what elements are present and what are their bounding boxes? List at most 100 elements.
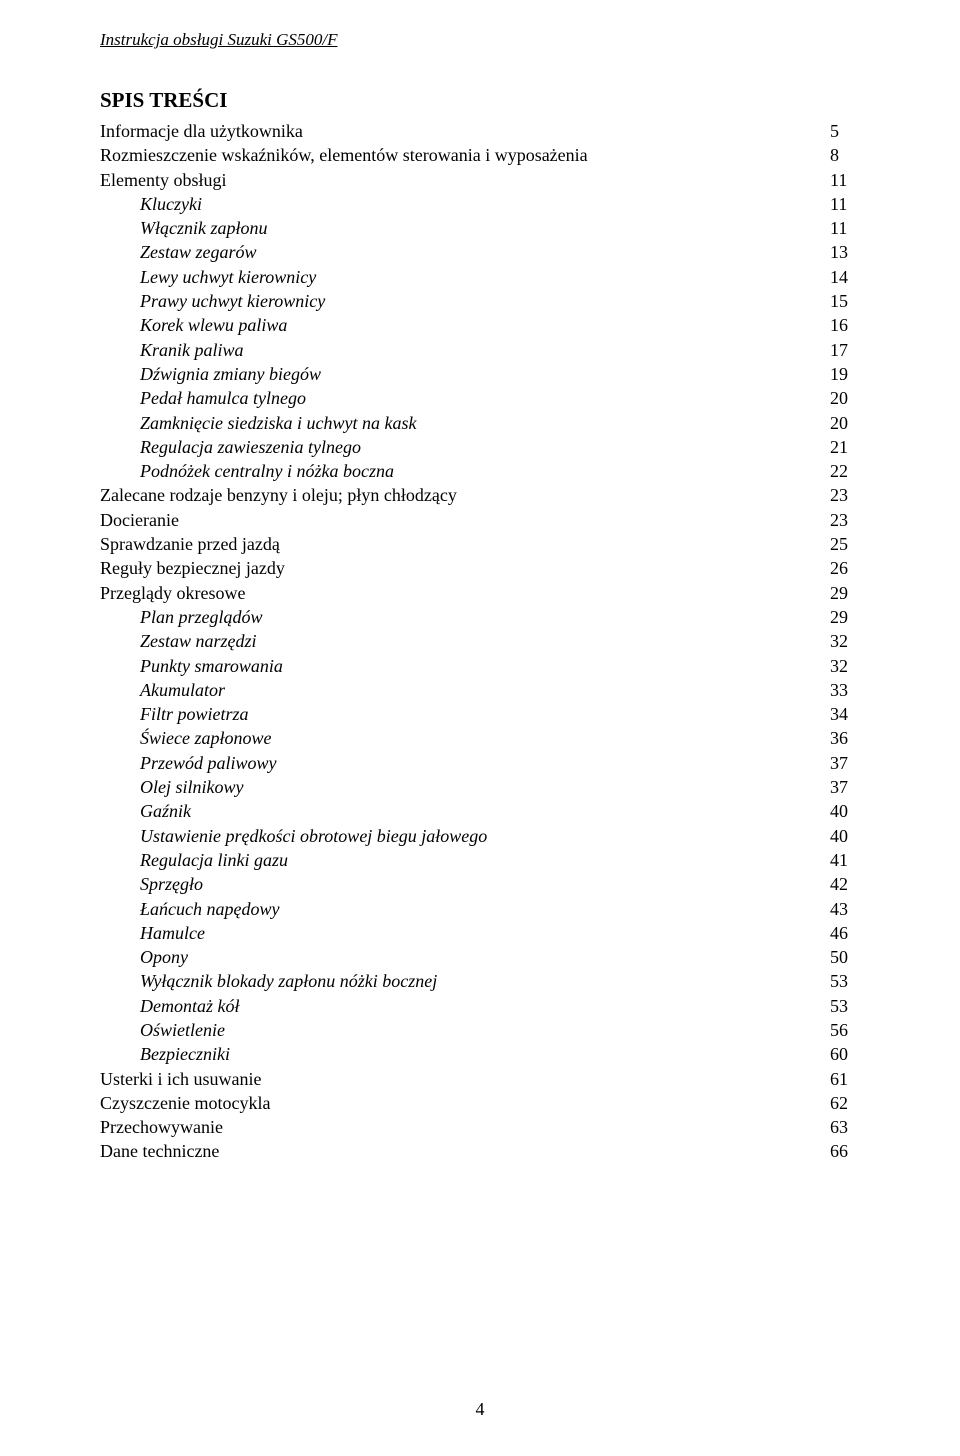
toc-row: Przewód paliwowy 37 <box>100 751 860 775</box>
toc-entry-page: 5 <box>810 119 860 143</box>
toc-entry-page: 21 <box>810 435 860 459</box>
toc-entry-label: Zamknięcie siedziska i uchwyt na kask <box>100 411 416 435</box>
toc-row: Świece zapłonowe 36 <box>100 726 860 750</box>
toc-row: Sprzęgło 42 <box>100 872 860 896</box>
toc-row: Elementy obsługi 11 <box>100 168 860 192</box>
toc-row: Usterki i ich usuwanie61 <box>100 1067 860 1091</box>
toc-entry-label: Wyłącznik blokady zapłonu nóżki bocznej <box>100 969 437 993</box>
toc-row: Dźwignia zmiany biegów19 <box>100 362 860 386</box>
toc-row: Włącznik zapłonu 11 <box>100 216 860 240</box>
toc-entry-page: 23 <box>810 483 860 507</box>
toc-entry-label: Korek wlewu paliwa <box>100 313 287 337</box>
toc-entry-page: 11 <box>810 192 860 216</box>
toc-row: Demontaż kół53 <box>100 994 860 1018</box>
toc-entry-label: Łańcuch napędowy <box>100 897 279 921</box>
toc-row: Docieranie 23 <box>100 508 860 532</box>
toc-entry-page: 53 <box>810 969 860 993</box>
toc-entry-label: Sprzęgło <box>100 872 203 896</box>
toc-entry-label: Punkty smarowania <box>100 654 283 678</box>
toc-entry-page: 42 <box>810 872 860 896</box>
toc-entry-label: Dane techniczne <box>100 1139 219 1163</box>
toc-entry-page: 13 <box>810 240 860 264</box>
toc-entry-label: Przewód paliwowy <box>100 751 277 775</box>
toc-entry-page: 56 <box>810 1018 860 1042</box>
toc-entry-page: 11 <box>810 216 860 240</box>
toc-entry-page: 66 <box>810 1139 860 1163</box>
toc-entry-page: 29 <box>810 581 860 605</box>
toc-entry-label: Gaźnik <box>100 799 191 823</box>
toc-entry-page: 16 <box>810 313 860 337</box>
toc-entry-label: Przeglądy okresowe <box>100 581 245 605</box>
toc-row: Plan przeglądów 29 <box>100 605 860 629</box>
toc-entry-label: Rozmieszczenie wskaźników, elementów ste… <box>100 143 588 167</box>
toc-entry-label: Włącznik zapłonu <box>100 216 268 240</box>
toc-entry-page: 62 <box>810 1091 860 1115</box>
toc-row: Akumulator33 <box>100 678 860 702</box>
toc-entry-label: Filtr powietrza <box>100 702 249 726</box>
toc-entry-page: 36 <box>810 726 860 750</box>
toc-entry-page: 11 <box>810 168 860 192</box>
toc-entry-page: 50 <box>810 945 860 969</box>
toc-entry-label: Pedał hamulca tylnego <box>100 386 306 410</box>
toc-list: Informacje dla użytkownika5Rozmieszczeni… <box>100 119 860 1164</box>
toc-entry-label: Kluczyki <box>100 192 202 216</box>
toc-entry-label: Zestaw narzędzi <box>100 629 257 653</box>
toc-entry-page: 20 <box>810 411 860 435</box>
toc-entry-label: Lewy uchwyt kierownicy <box>100 265 316 289</box>
toc-entry-page: 17 <box>810 338 860 362</box>
page: Instrukcja obsługi Suzuki GS500/F SPIS T… <box>0 0 960 1456</box>
toc-entry-label: Docieranie <box>100 508 179 532</box>
toc-entry-page: 29 <box>810 605 860 629</box>
toc-entry-page: 40 <box>810 824 860 848</box>
toc-entry-label: Kranik paliwa <box>100 338 244 362</box>
toc-entry-label: Regulacja linki gazu <box>100 848 288 872</box>
toc-entry-label: Plan przeglądów <box>100 605 263 629</box>
toc-entry-label: Regulacja zawieszenia tylnego <box>100 435 361 459</box>
toc-entry-page: 32 <box>810 629 860 653</box>
toc-entry-label: Zestaw zegarów <box>100 240 257 264</box>
toc-row: Łańcuch napędowy 43 <box>100 897 860 921</box>
toc-entry-page: 61 <box>810 1067 860 1091</box>
toc-entry-page: 43 <box>810 897 860 921</box>
toc-entry-label: Hamulce <box>100 921 205 945</box>
toc-row: Hamulce 46 <box>100 921 860 945</box>
toc-entry-page: 23 <box>810 508 860 532</box>
toc-row: Informacje dla użytkownika5 <box>100 119 860 143</box>
toc-entry-page: 32 <box>810 654 860 678</box>
toc-entry-page: 34 <box>810 702 860 726</box>
toc-row: Zestaw narzędzi 32 <box>100 629 860 653</box>
toc-row: Reguły bezpiecznej jazdy26 <box>100 556 860 580</box>
toc-entry-label: Demontaż kół <box>100 994 239 1018</box>
toc-entry-page: 15 <box>810 289 860 313</box>
toc-title: SPIS TREŚCI <box>100 88 860 113</box>
toc-row: Dane techniczne 66 <box>100 1139 860 1163</box>
toc-entry-page: 26 <box>810 556 860 580</box>
toc-row: Lewy uchwyt kierownicy14 <box>100 265 860 289</box>
toc-row: Przeglądy okresowe 29 <box>100 581 860 605</box>
toc-entry-page: 33 <box>810 678 860 702</box>
toc-row: Sprawdzanie przed jazdą 25 <box>100 532 860 556</box>
toc-entry-page: 46 <box>810 921 860 945</box>
toc-row: Wyłącznik blokady zapłonu nóżki bocznej 5… <box>100 969 860 993</box>
toc-entry-page: 19 <box>810 362 860 386</box>
toc-row: Kluczyki 11 <box>100 192 860 216</box>
toc-row: Prawy uchwyt kierownicy15 <box>100 289 860 313</box>
document-header: Instrukcja obsługi Suzuki GS500/F <box>100 30 860 52</box>
toc-entry-label: Świece zapłonowe <box>100 726 271 750</box>
toc-entry-label: Elementy obsługi <box>100 168 226 192</box>
toc-entry-page: 25 <box>810 532 860 556</box>
toc-entry-page: 41 <box>810 848 860 872</box>
toc-entry-label: Olej silnikowy <box>100 775 243 799</box>
toc-row: Czyszczenie motocykla62 <box>100 1091 860 1115</box>
toc-entry-page: 60 <box>810 1042 860 1066</box>
toc-row: Rozmieszczenie wskaźników, elementów ste… <box>100 143 860 167</box>
toc-row: Zestaw zegarów 13 <box>100 240 860 264</box>
toc-row: Korek wlewu paliwa 16 <box>100 313 860 337</box>
toc-row: Podnóżek centralny i nóżka boczna22 <box>100 459 860 483</box>
toc-row: Ustawienie prędkości obrotowej biegu jał… <box>100 824 860 848</box>
toc-row: Przechowywanie63 <box>100 1115 860 1139</box>
toc-entry-page: 37 <box>810 751 860 775</box>
toc-entry-label: Sprawdzanie przed jazdą <box>100 532 280 556</box>
toc-entry-label: Bezpieczniki <box>100 1042 230 1066</box>
toc-entry-page: 8 <box>810 143 860 167</box>
